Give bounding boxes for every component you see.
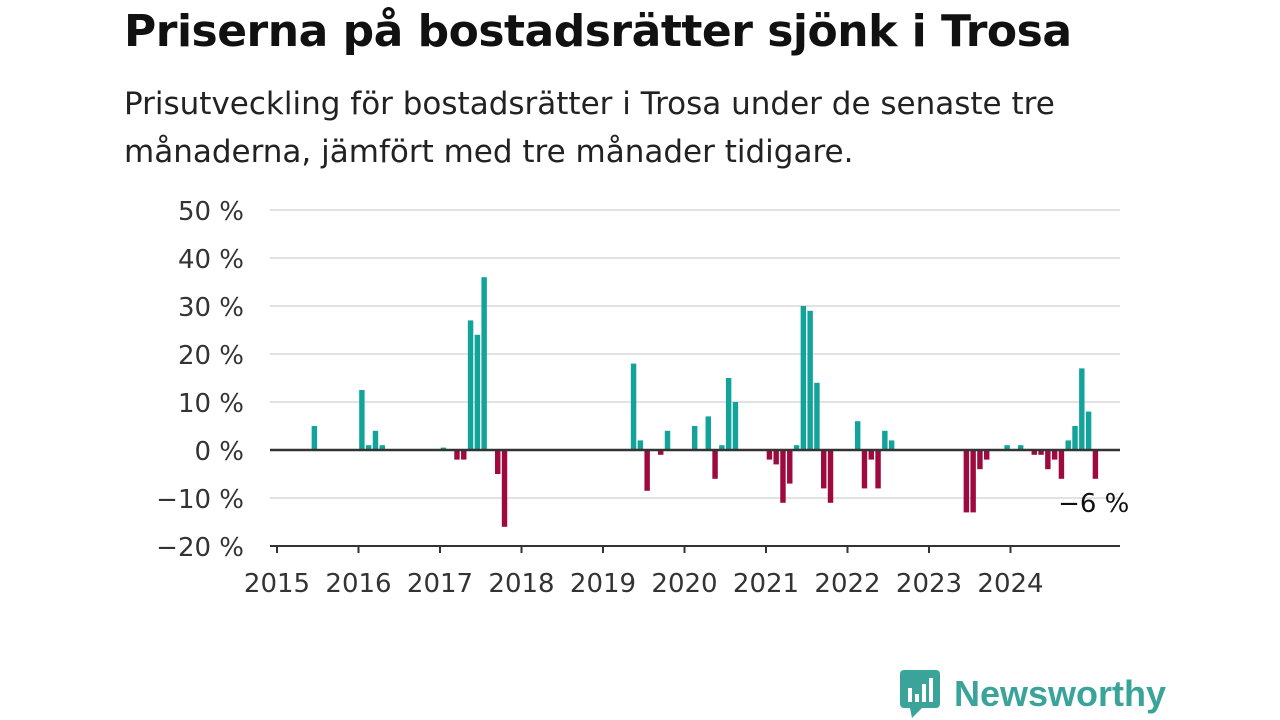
bar bbox=[637, 440, 644, 450]
bar bbox=[691, 426, 698, 450]
bar bbox=[311, 426, 318, 450]
x-tick-label: 2017 bbox=[407, 569, 473, 599]
bars bbox=[311, 277, 1099, 527]
bar-chart: 50 %40 %30 %20 %10 %0 %−10 %−20 % 2015 20… bbox=[156, 197, 1129, 599]
bar bbox=[1045, 450, 1051, 470]
bar bbox=[1079, 368, 1085, 450]
bar bbox=[372, 430, 379, 450]
bar bbox=[861, 450, 868, 489]
bar bbox=[787, 450, 793, 484]
bar bbox=[1017, 445, 1024, 450]
bar bbox=[705, 416, 711, 450]
bar bbox=[725, 378, 732, 450]
bar bbox=[970, 450, 976, 513]
bar bbox=[474, 334, 481, 450]
bar bbox=[732, 402, 739, 450]
bar bbox=[766, 450, 773, 460]
bar bbox=[977, 450, 983, 470]
chart-subtitle: Prisutveckling för bostadsrätter i Trosa… bbox=[124, 86, 1055, 170]
y-axis-tick-labels: 50 % 40 % 30 % 20 % 10 % 0 % −10 % −20 % bbox=[156, 197, 244, 563]
annotations: −6 % bbox=[1058, 489, 1129, 519]
bar bbox=[963, 450, 970, 513]
x-tick-label: 2015 bbox=[244, 569, 310, 599]
bar bbox=[780, 450, 786, 503]
y-tick-label: 0 % bbox=[194, 437, 244, 467]
bar bbox=[365, 445, 372, 450]
brand-name: Newsworthy bbox=[954, 673, 1167, 714]
y-tick-label: −20 % bbox=[156, 533, 244, 563]
y-tick-label: 10 % bbox=[178, 389, 244, 419]
bar bbox=[821, 450, 827, 489]
bar bbox=[1072, 426, 1078, 450]
bar bbox=[1038, 450, 1044, 455]
bar bbox=[868, 450, 874, 460]
bar bbox=[1004, 445, 1010, 450]
x-tick-label: 2019 bbox=[570, 569, 636, 599]
bar bbox=[854, 421, 861, 450]
bar bbox=[793, 445, 800, 450]
latest-value-label: −6 % bbox=[1058, 489, 1129, 519]
bar bbox=[712, 450, 718, 479]
y-tick-label: 50 % bbox=[178, 197, 244, 227]
bar bbox=[644, 450, 650, 491]
bar bbox=[1058, 450, 1065, 479]
x-tick-label: 2016 bbox=[325, 569, 391, 599]
bar bbox=[664, 430, 671, 450]
bar bbox=[630, 363, 637, 450]
y-tick-label: −10 % bbox=[156, 485, 244, 515]
bar bbox=[1092, 450, 1099, 479]
bar bbox=[888, 440, 895, 450]
bar bbox=[984, 450, 990, 460]
y-tick-label: 20 % bbox=[178, 341, 244, 371]
x-axis bbox=[270, 448, 1120, 553]
bar bbox=[658, 450, 664, 455]
newsworthy-logo: Newsworthy bbox=[900, 670, 1166, 718]
bar bbox=[461, 450, 467, 460]
bar bbox=[1065, 440, 1071, 450]
x-tick-label: 2020 bbox=[651, 569, 717, 599]
bar bbox=[359, 390, 365, 450]
bar bbox=[1031, 450, 1037, 455]
bar bbox=[773, 450, 779, 465]
bar bbox=[454, 450, 460, 460]
y-tick-label: 40 % bbox=[178, 245, 244, 275]
chart-title: Priserna på bostadsrätter sjönk i Trosa bbox=[124, 6, 1072, 57]
bar bbox=[1051, 450, 1058, 460]
bar bbox=[807, 310, 813, 450]
x-axis-tick-labels: 2015 2016 2017 2018 2019 2020 2021 2022 2023 2024 bbox=[244, 569, 1044, 599]
bar bbox=[495, 450, 501, 474]
y-tick-label: 30 % bbox=[178, 293, 244, 323]
bar bbox=[467, 320, 474, 450]
bar bbox=[1085, 411, 1092, 450]
x-tick-label: 2023 bbox=[896, 569, 962, 599]
bar bbox=[719, 445, 725, 450]
grid-lines bbox=[270, 209, 1120, 499]
bar bbox=[800, 306, 807, 450]
x-tick-label: 2022 bbox=[814, 569, 880, 599]
bar bbox=[501, 450, 508, 527]
bar bbox=[882, 430, 888, 450]
x-tick-label: 2024 bbox=[977, 569, 1043, 599]
bar bbox=[379, 445, 385, 450]
x-tick-label: 2021 bbox=[733, 569, 799, 599]
bar-chart-speech-bubble-icon bbox=[900, 670, 940, 718]
bar bbox=[481, 277, 487, 450]
x-tick-label: 2018 bbox=[488, 569, 554, 599]
bar bbox=[875, 450, 881, 489]
bar bbox=[827, 450, 834, 503]
bar bbox=[814, 382, 820, 450]
